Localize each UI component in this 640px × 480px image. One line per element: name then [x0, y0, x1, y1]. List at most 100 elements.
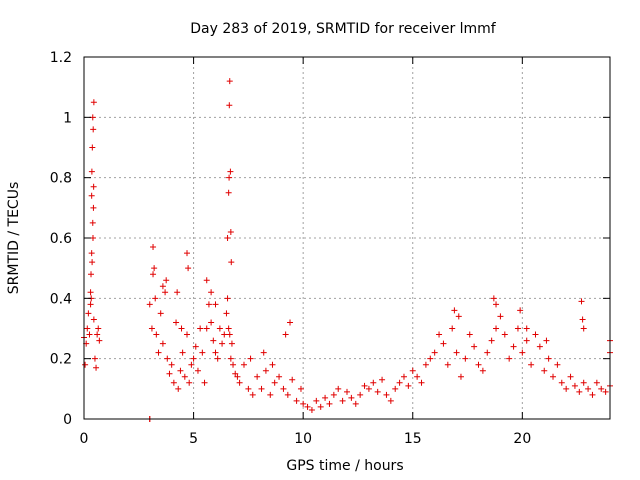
axis-ticks — [83, 56, 610, 420]
y-tick-label: 0.8 — [50, 171, 72, 187]
data-point — [226, 102, 233, 109]
data-point — [579, 316, 586, 323]
data-point — [567, 373, 574, 380]
data-point — [344, 388, 350, 395]
data-point — [269, 361, 276, 368]
data-point — [95, 325, 102, 332]
data-point — [228, 340, 235, 347]
data-point — [563, 385, 570, 392]
data-point — [284, 391, 291, 398]
data-point — [190, 355, 197, 362]
data-point — [166, 370, 173, 377]
data-point — [225, 189, 232, 196]
y-tick-label: 1.2 — [50, 50, 72, 66]
data-point — [506, 355, 513, 362]
data-point — [148, 325, 155, 332]
y-axis-label: SRMTID / TECUs — [6, 182, 22, 295]
data-point — [212, 349, 219, 356]
data-point — [88, 168, 95, 175]
data-point — [383, 391, 390, 398]
data-point — [219, 340, 226, 347]
data-point — [541, 367, 548, 374]
data-point — [197, 325, 204, 332]
data-point — [585, 385, 592, 392]
x-tick-label: 20 — [513, 431, 531, 447]
data-point — [431, 349, 438, 356]
data-point — [155, 349, 162, 356]
data-point — [247, 355, 254, 362]
data-point — [152, 295, 159, 302]
data-point — [396, 379, 403, 386]
data-point — [571, 382, 578, 389]
data-point — [488, 337, 495, 344]
data-point — [86, 331, 93, 338]
data-point — [536, 343, 543, 350]
chart-title: Day 283 of 2019, SRMTID for receiver lmm… — [190, 21, 497, 37]
data-point — [188, 361, 195, 368]
data-point — [96, 337, 103, 344]
data-point — [335, 385, 342, 392]
data-point — [88, 192, 95, 199]
data-point — [317, 403, 324, 410]
data-point — [210, 337, 217, 344]
data-point — [168, 361, 175, 368]
y-tick-label: 0 — [63, 412, 72, 428]
data-point — [153, 331, 160, 338]
data-point — [578, 298, 585, 305]
data-point — [94, 331, 101, 338]
data-point — [598, 385, 605, 392]
x-tick-label: 0 — [80, 431, 89, 447]
data-point — [510, 343, 517, 350]
data-point — [289, 376, 296, 383]
data-point — [186, 379, 193, 386]
data-point — [493, 301, 500, 308]
data-point — [339, 397, 346, 404]
data-point — [280, 385, 287, 392]
data-point — [449, 325, 456, 332]
data-point — [208, 289, 215, 296]
data-point — [493, 325, 500, 332]
y-tick-label: 0.6 — [50, 231, 72, 247]
data-point — [543, 337, 550, 344]
data-point — [523, 337, 530, 344]
data-point — [365, 385, 372, 392]
data-point — [240, 361, 247, 368]
data-point — [90, 316, 97, 323]
data-point — [300, 400, 307, 407]
data-point — [352, 400, 359, 407]
data-point — [88, 250, 95, 257]
x-tick-label: 10 — [294, 431, 312, 447]
data-point — [226, 174, 233, 181]
data-points — [81, 78, 613, 422]
data-point — [293, 397, 300, 404]
data-point — [517, 307, 524, 314]
data-point — [203, 325, 210, 332]
x-axis-label: GPS time / hours — [286, 458, 403, 474]
data-point — [151, 265, 158, 272]
data-point — [602, 388, 609, 395]
data-point — [162, 289, 169, 296]
data-point — [150, 244, 157, 251]
data-point — [271, 379, 278, 386]
data-point — [82, 361, 89, 368]
data-point — [453, 349, 460, 356]
data-point — [308, 406, 315, 413]
data-point — [88, 271, 95, 278]
data-point — [580, 325, 587, 332]
data-point — [226, 331, 233, 338]
data-point — [234, 373, 241, 380]
data-point — [87, 301, 94, 308]
data-point — [589, 391, 596, 398]
x-tick-label: 5 — [189, 431, 198, 447]
data-point — [173, 319, 180, 326]
data-point — [326, 400, 333, 407]
data-point — [444, 361, 451, 368]
data-point — [400, 373, 407, 380]
data-point — [227, 168, 234, 175]
data-point — [497, 313, 504, 320]
data-point — [490, 295, 497, 302]
data-point — [201, 379, 208, 386]
y-tick-label: 1 — [63, 110, 72, 126]
data-point — [87, 289, 94, 296]
